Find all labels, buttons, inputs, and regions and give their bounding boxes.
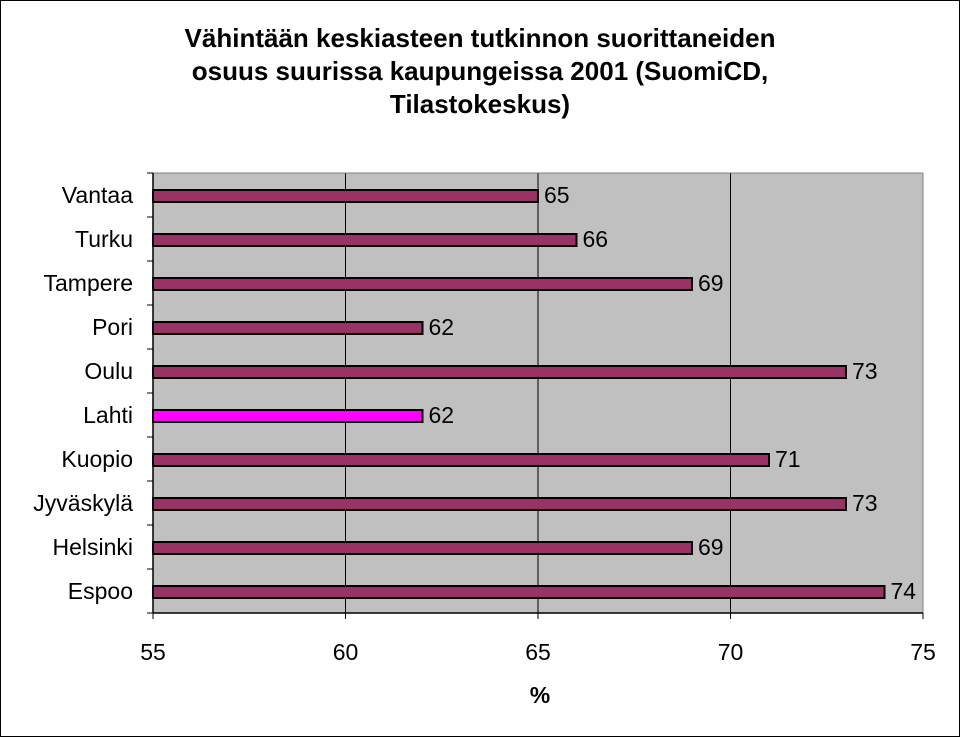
chart-title: Vähintään keskiasteen tutkinnon suoritta…: [90, 22, 870, 121]
x-tick-label: 60: [333, 639, 359, 665]
category-label: Espoo: [68, 578, 133, 604]
bar-turku: [152, 233, 578, 247]
data-label: 62: [429, 402, 455, 428]
x-tick-label: 55: [140, 639, 166, 665]
bar-vantaa: [152, 189, 539, 203]
category-label: Pori: [92, 314, 133, 340]
category-label: Lahti: [83, 402, 133, 428]
bar-helsinki: [152, 541, 693, 555]
x-axis-title: %: [530, 682, 550, 708]
data-labels: 65 66 69 62 73 62 71 73 69 74: [429, 182, 917, 604]
data-label: 69: [698, 270, 724, 296]
data-label: 71: [775, 446, 801, 472]
category-label: Helsinki: [52, 534, 133, 560]
bar-oulu: [152, 365, 847, 379]
category-label: Oulu: [84, 358, 133, 384]
chart-title-line-2: osuus suurissa kaupungeissa 2001 (SuomiC…: [191, 56, 769, 86]
data-label: 65: [544, 182, 570, 208]
bar-espoo: [152, 585, 886, 599]
category-label: Tampere: [44, 270, 133, 296]
data-label: 62: [429, 314, 455, 340]
x-tick-label: 75: [910, 639, 936, 665]
bar-lahti: [152, 409, 424, 423]
data-label: 73: [852, 358, 878, 384]
bar-pori: [152, 321, 424, 335]
data-label: 66: [583, 226, 609, 252]
x-tick-label: 70: [718, 639, 744, 665]
data-label: 74: [891, 578, 917, 604]
axes: Vantaa Turku Tampere Pori Oulu Lahti Kuopio Jyv…: [33, 172, 936, 665]
x-tick-label: 65: [525, 639, 551, 665]
category-label: Jyväskylä: [33, 490, 133, 516]
data-label: 69: [698, 534, 724, 560]
bar-tampere: [152, 277, 693, 291]
bar-jyväskylä: [152, 497, 847, 511]
bar-kuopio: [152, 453, 770, 467]
chart-title-line-3: Tilastokeskus): [389, 89, 571, 119]
chart-title-line-1: Vähintään keskiasteen tutkinnon suoritta…: [184, 23, 776, 53]
bars: [152, 189, 886, 599]
category-label: Turku: [75, 226, 133, 252]
data-label: 73: [852, 490, 878, 516]
category-label: Kuopio: [61, 446, 133, 472]
category-label: Vantaa: [62, 182, 133, 208]
